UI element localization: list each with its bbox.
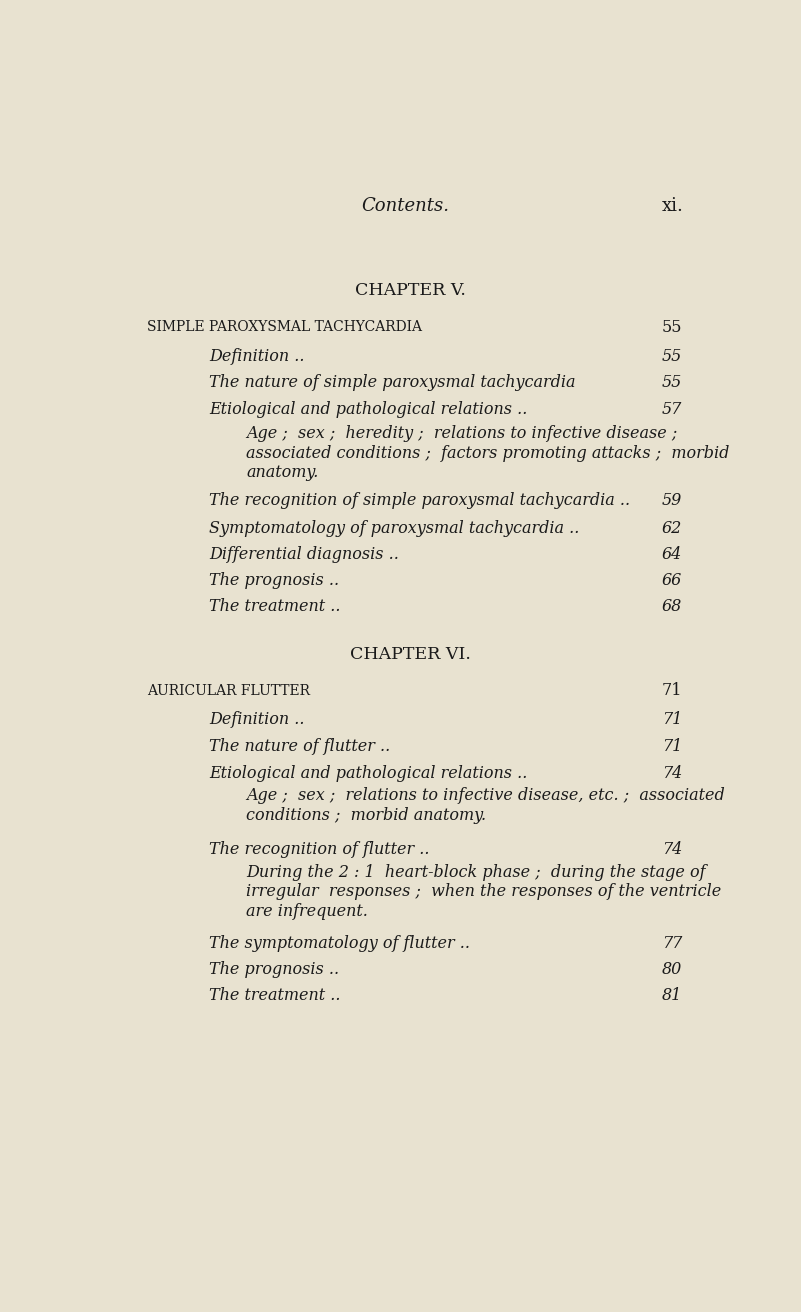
Text: 57: 57 [662, 401, 682, 419]
Text: xi.: xi. [662, 197, 684, 215]
Text: Etiological and pathological relations ..: Etiological and pathological relations .… [209, 401, 527, 419]
Text: The prognosis ..: The prognosis .. [209, 572, 339, 589]
Text: CHAPTER VI.: CHAPTER VI. [350, 646, 471, 663]
Text: Age ;  sex ;  heredity ;  relations to infective disease ;: Age ; sex ; heredity ; relations to infe… [246, 425, 678, 442]
Text: The treatment ..: The treatment .. [209, 598, 340, 615]
Text: anatomy.: anatomy. [246, 464, 318, 482]
Text: Symptomatology of paroxysmal tachycardia ..: Symptomatology of paroxysmal tachycardia… [209, 520, 579, 537]
Text: AURICULAR FLUTTER: AURICULAR FLUTTER [147, 684, 310, 698]
Text: 71: 71 [662, 711, 682, 728]
Text: are infrequent.: are infrequent. [246, 903, 368, 920]
Text: 59: 59 [662, 492, 682, 509]
Text: 55: 55 [662, 348, 682, 365]
Text: The prognosis ..: The prognosis .. [209, 962, 339, 979]
Text: The recognition of simple paroxysmal tachycardia ..: The recognition of simple paroxysmal tac… [209, 492, 630, 509]
Text: 74: 74 [662, 841, 682, 858]
Text: Differential diagnosis ..: Differential diagnosis .. [209, 546, 399, 563]
Text: Contents.: Contents. [360, 197, 449, 215]
Text: 77: 77 [662, 935, 682, 953]
Text: 66: 66 [662, 572, 682, 589]
Text: 55: 55 [662, 319, 682, 336]
Text: 68: 68 [662, 598, 682, 615]
Text: CHAPTER V.: CHAPTER V. [355, 282, 466, 299]
Text: The nature of simple paroxysmal tachycardia: The nature of simple paroxysmal tachycar… [209, 374, 575, 391]
Text: The treatment ..: The treatment .. [209, 988, 340, 1005]
Text: 55: 55 [662, 374, 682, 391]
Text: 81: 81 [662, 988, 682, 1005]
Text: Definition ..: Definition .. [209, 348, 304, 365]
Text: conditions ;  morbid anatomy.: conditions ; morbid anatomy. [246, 807, 486, 824]
Text: associated conditions ;  factors promoting attacks ;  morbid: associated conditions ; factors promotin… [246, 445, 730, 462]
Text: 74: 74 [662, 765, 682, 782]
Text: irregular  responses ;  when the responses of the ventricle: irregular responses ; when the responses… [246, 883, 721, 900]
Text: The symptomatology of flutter ..: The symptomatology of flutter .. [209, 935, 469, 953]
Text: Definition ..: Definition .. [209, 711, 304, 728]
Text: 71: 71 [662, 737, 682, 754]
Text: 80: 80 [662, 962, 682, 979]
Text: 62: 62 [662, 520, 682, 537]
Text: Age ;  sex ;  relations to infective disease, etc. ;  associated: Age ; sex ; relations to infective disea… [246, 787, 725, 804]
Text: During the 2 : 1  heart-block phase ;  during the stage of: During the 2 : 1 heart-block phase ; dur… [246, 865, 706, 882]
Text: SIMPLE PAROXYSMAL TACHYCARDIA: SIMPLE PAROXYSMAL TACHYCARDIA [147, 320, 421, 335]
Text: 71: 71 [662, 682, 682, 699]
Text: Etiological and pathological relations ..: Etiological and pathological relations .… [209, 765, 527, 782]
Text: The nature of flutter ..: The nature of flutter .. [209, 737, 390, 754]
Text: 64: 64 [662, 546, 682, 563]
Text: The recognition of flutter ..: The recognition of flutter .. [209, 841, 429, 858]
